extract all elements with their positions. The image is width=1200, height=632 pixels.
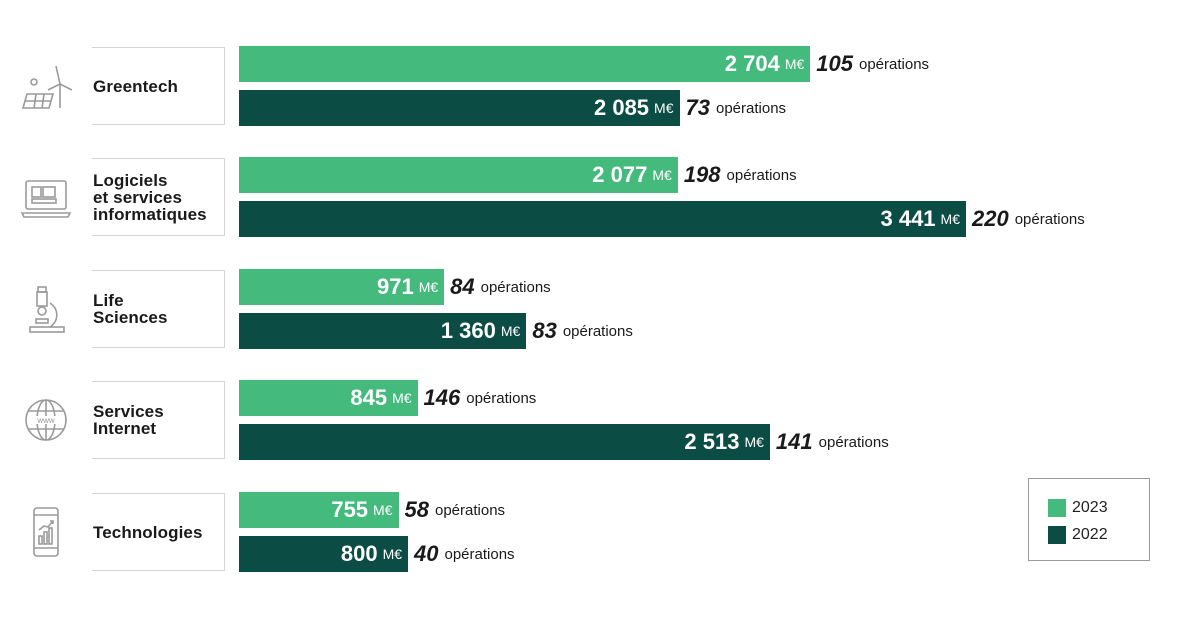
bar-value-label: 2 704 M€ xyxy=(239,46,810,82)
operations-word: opérations xyxy=(444,545,515,563)
value-unit: M€ xyxy=(373,502,393,518)
value-unit: M€ xyxy=(382,546,403,562)
smartphone-chart-icon xyxy=(20,506,72,558)
bar-value-label: 845 M€ xyxy=(239,380,418,416)
legend: 2023 2022 xyxy=(1028,478,1150,561)
bar-2022 xyxy=(239,201,966,237)
category-label-box: Life Sciences xyxy=(92,270,225,348)
value-number: 2 077 xyxy=(592,162,648,187)
operations-word: opérations xyxy=(715,99,787,117)
operations-word: opérations xyxy=(1014,210,1085,228)
bar-value-label: 2 513 M€ xyxy=(239,424,770,460)
category-label: Technologies xyxy=(93,522,203,542)
value-unit: M€ xyxy=(500,323,521,339)
legend-swatch-2023 xyxy=(1048,499,1066,517)
bar-2023 xyxy=(239,46,811,82)
operations-count: 58 xyxy=(404,497,429,522)
operations-count: 198 xyxy=(683,162,721,187)
operations-label: 146 opérations xyxy=(424,380,537,416)
bar-value-label: 800 M€ xyxy=(239,536,408,572)
value-number: 800 xyxy=(340,541,378,566)
bar-2023 xyxy=(239,269,445,305)
bar-2022 xyxy=(239,313,527,349)
value-number: 2 704 xyxy=(724,51,780,76)
category-label-box: Technologies xyxy=(92,493,225,571)
value-unit: M€ xyxy=(654,100,674,116)
category-label: Services Internet xyxy=(93,402,164,438)
legend-label-2023: 2023 xyxy=(1072,499,1108,516)
operations-label: 141 opérations xyxy=(776,424,889,460)
operations-count: 141 xyxy=(775,429,813,454)
value-unit: M€ xyxy=(940,211,960,227)
operations-word: opérations xyxy=(434,501,506,519)
operations-word: opérations xyxy=(466,389,537,407)
bar-value-label: 1 360 M€ xyxy=(239,313,526,349)
operations-count: 40 xyxy=(414,541,439,566)
operations-label: 40 opérations xyxy=(414,536,515,572)
wind-solar-icon xyxy=(20,60,73,112)
value-unit: M€ xyxy=(418,279,439,295)
bar-value-label: 971 M€ xyxy=(239,269,444,305)
bar-value-label: 2 077 M€ xyxy=(239,157,678,193)
operations-label: 220 opérations xyxy=(972,201,1085,237)
operations-count: 105 xyxy=(816,51,853,76)
bar-value-label: 3 441 M€ xyxy=(239,201,966,237)
operations-count: 84 xyxy=(450,274,475,299)
value-number: 3 441 xyxy=(880,206,936,231)
legend-item-2023: 2023 xyxy=(1048,499,1108,517)
operations-count: 83 xyxy=(532,318,557,343)
bar-2022 xyxy=(239,536,409,572)
legend-swatch-2022 xyxy=(1048,526,1066,544)
operations-count: 220 xyxy=(972,206,1009,231)
legend-label-2022: 2022 xyxy=(1072,526,1108,543)
value-number: 845 xyxy=(350,385,388,410)
category-label-box: Logiciels et services informatiques xyxy=(92,158,225,236)
operations-label: 198 opérations xyxy=(684,157,797,193)
bar-2023 xyxy=(239,492,399,528)
laptop-icon xyxy=(20,171,72,223)
microscope-icon xyxy=(20,283,72,335)
bar-2022 xyxy=(239,424,770,460)
legend-item-2022: 2022 xyxy=(1048,526,1108,544)
category-label: Greentech xyxy=(93,76,178,96)
value-number: 755 xyxy=(331,497,369,522)
category-label: Logiciels et services informatiques xyxy=(93,170,207,224)
operations-word: opérations xyxy=(818,433,889,451)
category-label: Life Sciences xyxy=(93,291,168,327)
bar-value-label: 2 085 M€ xyxy=(239,90,680,126)
svg-text:www: www xyxy=(36,416,55,425)
value-number: 2 085 xyxy=(593,95,650,120)
operations-word: opérations xyxy=(562,322,633,340)
value-unit: M€ xyxy=(652,167,672,183)
bar-2023 xyxy=(239,380,418,416)
bar-2022 xyxy=(239,90,680,126)
globe-www-icon: www xyxy=(20,394,72,446)
operations-count: 73 xyxy=(685,95,710,120)
operations-label: 58 opérations xyxy=(405,492,506,528)
value-unit: M€ xyxy=(784,56,805,72)
operations-label: 73 opérations xyxy=(686,90,787,126)
operations-label: 105 opérations xyxy=(816,46,929,82)
operations-label: 83 opérations xyxy=(532,313,633,349)
value-number: 971 xyxy=(376,274,414,299)
value-number: 1 360 xyxy=(440,318,496,343)
operations-word: opérations xyxy=(726,166,797,184)
operations-word: opérations xyxy=(859,55,930,73)
operations-word: opérations xyxy=(480,278,551,296)
category-label-box: Greentech xyxy=(92,47,225,125)
bar-value-label: 755 M€ xyxy=(239,492,399,528)
category-label-box: Services Internet xyxy=(92,381,225,459)
operations-label: 84 opérations xyxy=(450,269,551,305)
value-number: 2 513 xyxy=(684,429,740,454)
bar-2023 xyxy=(239,157,678,193)
value-unit: M€ xyxy=(392,390,412,406)
operations-count: 146 xyxy=(423,385,461,410)
value-unit: M€ xyxy=(744,434,764,450)
